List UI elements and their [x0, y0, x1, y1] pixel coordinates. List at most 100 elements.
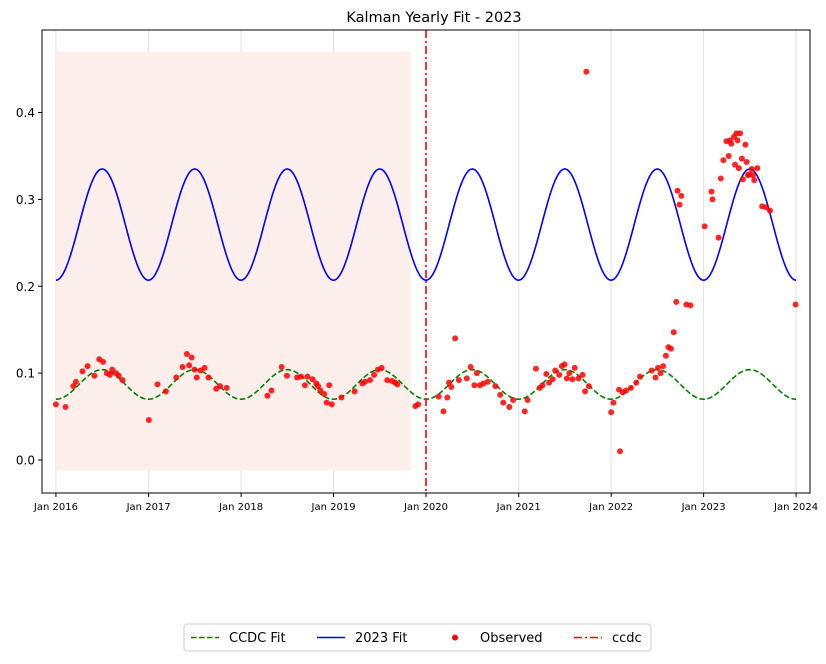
observed-point — [610, 399, 617, 406]
observed-point — [463, 375, 470, 382]
observed-point — [708, 188, 715, 195]
observed-point — [317, 387, 324, 394]
legend-label-ccdc-fit: CCDC Fit — [229, 631, 286, 646]
observed-point — [582, 388, 589, 395]
observed-point — [657, 370, 664, 377]
observed-point — [725, 152, 732, 159]
observed-point — [583, 68, 590, 75]
observed-point — [510, 397, 517, 404]
observed-point — [186, 362, 193, 369]
observed-point — [720, 157, 727, 164]
observed-point — [566, 370, 573, 377]
y-tick-label: 0.4 — [16, 106, 35, 120]
observed-point — [717, 175, 724, 182]
observed-point — [561, 361, 568, 368]
observed-point — [701, 223, 708, 230]
observed-point — [743, 159, 750, 166]
observed-point — [484, 378, 491, 385]
observed-point — [109, 366, 116, 373]
observed-point — [415, 401, 422, 408]
x-tick-label: Jan 2017 — [126, 502, 171, 513]
observed-point — [179, 364, 186, 371]
observed-point — [524, 397, 531, 404]
observed-point — [732, 161, 739, 168]
observed-point — [633, 379, 640, 386]
observed-point — [62, 404, 69, 411]
observed-point — [91, 372, 98, 379]
x-tick-label: Jan 2022 — [588, 502, 633, 513]
observed-point — [792, 301, 799, 308]
observed-point — [52, 401, 59, 408]
observed-point — [556, 371, 563, 378]
observed-point — [201, 364, 208, 371]
observed-point — [309, 376, 316, 383]
observed-point — [579, 371, 586, 378]
observed-point — [193, 374, 200, 381]
observed-point — [321, 390, 328, 397]
observed-point — [655, 364, 662, 371]
observed-point — [191, 366, 198, 373]
observed-point — [676, 201, 683, 208]
observed-point — [351, 388, 358, 395]
observed-point — [662, 352, 669, 359]
shaded-region-rect — [55, 51, 411, 471]
observed-point — [751, 177, 758, 184]
observed-point — [173, 374, 180, 381]
observed-point — [323, 399, 330, 406]
observed-point — [552, 367, 559, 374]
observed-point — [715, 234, 722, 241]
observed-point — [440, 408, 447, 415]
observed-point — [575, 375, 582, 382]
observed-point — [223, 384, 230, 391]
observed-point — [500, 399, 507, 406]
observed-point — [678, 192, 685, 199]
observed-point — [384, 377, 391, 384]
observed-points — [52, 68, 799, 455]
observed-point — [119, 377, 126, 384]
observed-point — [648, 367, 655, 374]
observed-point — [754, 165, 761, 172]
observed-point — [735, 165, 742, 172]
observed-point — [563, 375, 570, 382]
observed-point — [297, 373, 304, 380]
x-tick-label: Jan 2018 — [218, 502, 263, 513]
observed-point — [301, 382, 308, 389]
observed-point — [670, 329, 677, 336]
observed-point — [569, 376, 576, 383]
observed-point — [673, 298, 680, 305]
observed-point — [326, 382, 333, 389]
observed-point — [278, 364, 285, 371]
legend-label-2023-fit: 2023 Fit — [355, 631, 407, 646]
observed-point — [328, 401, 335, 408]
observed-point — [734, 137, 741, 144]
y-tick-label: 0.2 — [16, 280, 35, 294]
shaded-region — [55, 51, 411, 471]
observed-point — [728, 140, 735, 147]
observed-point — [444, 394, 451, 401]
observed-point — [549, 376, 556, 383]
observed-point — [532, 365, 539, 372]
observed-point — [72, 378, 79, 385]
legend-label-observed: Observed — [480, 631, 543, 646]
observed-point — [766, 207, 773, 214]
observed-point — [737, 130, 744, 137]
observed-point — [304, 373, 311, 380]
observed-point — [521, 408, 528, 415]
observed-point — [660, 363, 667, 370]
x-tick-label: Jan 2016 — [33, 502, 78, 513]
legend-swatch-observed — [452, 634, 458, 641]
observed-point — [100, 358, 107, 365]
observed-point — [435, 393, 442, 400]
observed-point — [627, 384, 634, 391]
observed-point — [585, 383, 592, 390]
observed-point — [394, 381, 401, 388]
observed-point — [217, 383, 224, 390]
series-line-1 — [55, 168, 797, 281]
y-tick-label: 0.1 — [16, 367, 35, 381]
observed-point — [467, 364, 474, 371]
observed-point — [652, 374, 659, 381]
observed-point — [367, 377, 374, 384]
observed-point — [608, 409, 615, 416]
observed-point — [154, 381, 161, 388]
